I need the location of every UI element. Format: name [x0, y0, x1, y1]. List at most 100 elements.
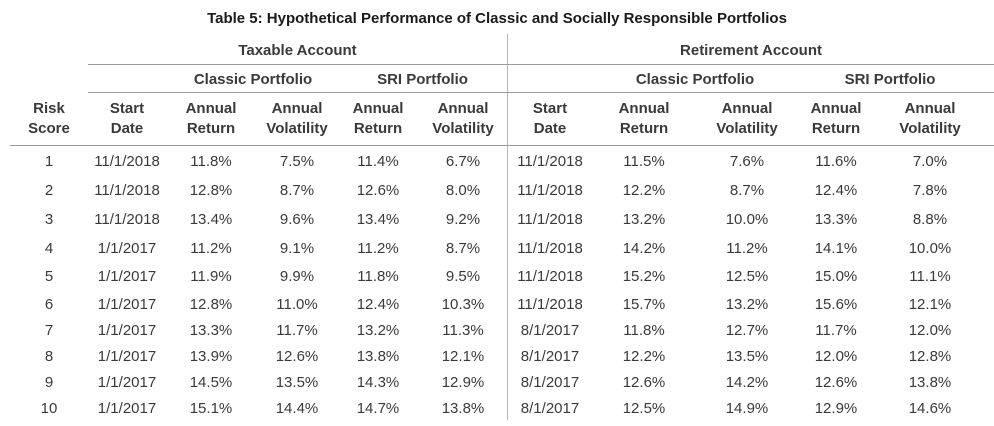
column-header-line1: Start: [532, 100, 568, 117]
column-header-line1: Annual: [618, 100, 670, 117]
cell-taxable-sri-annual-return: 12.6%: [356, 182, 400, 199]
cell-retirement-classic-annual-volatility: 10.0%: [725, 211, 769, 228]
cell-risk-score: 4: [44, 240, 54, 257]
cell-taxable-classic-annual-return: 14.5%: [189, 374, 233, 391]
cell-taxable-sri-annual-return: 12.4%: [356, 296, 400, 313]
column-header-taxable-sri-annual-return: Annual Return: [343, 99, 413, 139]
cell-taxable-sri-annual-volatility: 8.0%: [445, 182, 481, 199]
cell-taxable-sri-annual-volatility: 9.2%: [445, 211, 481, 228]
column-header-line1: Annual: [904, 100, 956, 117]
cell-taxable-sri-annual-volatility: 12.1%: [441, 348, 485, 365]
retirement-sri-portfolio-header: SRI Portfolio: [844, 71, 936, 88]
cell-taxable-sri-annual-volatility: 6.7%: [445, 153, 481, 170]
cell-taxable-classic-annual-volatility: 12.6%: [275, 348, 319, 365]
retirement-classic-portfolio-header: Classic Portfolio: [635, 71, 755, 88]
cell-taxable-sri-annual-return: 11.4%: [357, 153, 399, 170]
column-header-line1: Risk: [33, 100, 65, 117]
column-header-taxable-start-date: Start Date: [82, 99, 172, 139]
cell-taxable-start-date: 1/1/2017: [97, 322, 157, 339]
cell-retirement-sri-annual-volatility: 7.8%: [912, 182, 948, 199]
cell-risk-score: 8: [44, 348, 54, 365]
cell-taxable-sri-annual-volatility: 11.3%: [442, 322, 484, 339]
column-header-line2: Volatility: [899, 120, 961, 137]
column-header-line1: Annual: [810, 100, 862, 117]
taxable-classic-portfolio-header: Classic Portfolio: [193, 71, 313, 88]
cell-retirement-classic-annual-return: 12.6%: [622, 374, 666, 391]
cell-taxable-start-date: 1/1/2017: [97, 268, 157, 285]
cell-risk-score: 5: [44, 268, 54, 285]
cell-taxable-classic-annual-return: 12.8%: [189, 182, 233, 199]
cell-taxable-classic-annual-return: 11.9%: [190, 268, 232, 285]
column-header-retirement-classic-annual-volatility: Annual Volatility: [705, 99, 790, 139]
column-header-taxable-classic-annual-return: Annual Return: [176, 99, 246, 139]
cell-retirement-start-date: 11/1/2018: [517, 268, 583, 285]
cell-taxable-sri-annual-volatility: 12.9%: [441, 374, 485, 391]
column-header-line2: Return: [353, 120, 403, 137]
cell-retirement-start-date: 11/1/2018: [517, 296, 583, 313]
cell-taxable-classic-annual-volatility: 9.9%: [279, 268, 315, 285]
column-header-line1: Annual: [352, 100, 404, 117]
column-header-line2: Return: [186, 120, 236, 137]
group-header-rule: [88, 64, 994, 65]
cell-retirement-classic-annual-return: 12.5%: [622, 400, 666, 417]
cell-risk-score: 7: [44, 322, 54, 339]
cell-taxable-classic-annual-return: 13.4%: [189, 211, 233, 228]
cell-retirement-start-date: 8/1/2017: [520, 374, 580, 391]
cell-taxable-sri-annual-return: 11.8%: [357, 268, 399, 285]
column-header-retirement-sri-annual-volatility: Annual Volatility: [888, 99, 973, 139]
column-header-retirement-sri-annual-return: Annual Return: [801, 99, 871, 139]
taxable-sri-portfolio-header: SRI Portfolio: [377, 71, 468, 88]
cell-retirement-classic-annual-return: 14.2%: [622, 240, 666, 257]
cell-retirement-sri-annual-volatility: 13.8%: [908, 374, 952, 391]
cell-taxable-sri-annual-volatility: 8.7%: [445, 240, 481, 257]
cell-retirement-sri-annual-return: 14.1%: [814, 240, 858, 257]
cell-retirement-classic-annual-volatility: 14.9%: [725, 400, 769, 417]
cell-taxable-classic-annual-return: 11.2%: [190, 240, 232, 257]
column-header-line2: Date: [533, 120, 567, 137]
cell-taxable-classic-annual-volatility: 11.0%: [276, 296, 318, 313]
cell-retirement-classic-annual-volatility: 12.7%: [725, 322, 769, 339]
cell-taxable-start-date: 1/1/2017: [97, 348, 157, 365]
cell-retirement-sri-annual-volatility: 12.1%: [908, 296, 952, 313]
cell-taxable-sri-annual-volatility: 9.5%: [445, 268, 481, 285]
cell-taxable-classic-annual-return: 12.8%: [189, 296, 233, 313]
column-header-line2: Return: [619, 120, 669, 137]
cell-retirement-start-date: 11/1/2018: [517, 240, 583, 257]
cell-retirement-classic-annual-return: 15.2%: [622, 268, 666, 285]
cell-retirement-classic-annual-volatility: 11.2%: [726, 240, 768, 257]
taxable-account-header: Taxable Account: [238, 42, 357, 59]
cell-retirement-classic-annual-volatility: 13.5%: [725, 348, 769, 365]
cell-retirement-classic-annual-volatility: 14.2%: [725, 374, 769, 391]
cell-taxable-start-date: 1/1/2017: [97, 374, 157, 391]
cell-retirement-classic-annual-return: 12.2%: [622, 348, 666, 365]
cell-retirement-start-date: 11/1/2018: [517, 153, 583, 170]
account-divider: [507, 34, 508, 420]
cell-retirement-sri-annual-volatility: 7.0%: [912, 153, 948, 170]
cell-retirement-sri-annual-return: 12.0%: [814, 348, 858, 365]
cell-retirement-sri-annual-volatility: 10.0%: [908, 240, 952, 257]
cell-taxable-sri-annual-return: 13.8%: [356, 348, 400, 365]
cell-retirement-sri-annual-return: 12.4%: [814, 182, 858, 199]
cell-taxable-classic-annual-volatility: 9.6%: [279, 211, 315, 228]
cell-retirement-start-date: 8/1/2017: [520, 322, 580, 339]
cell-risk-score: 2: [44, 182, 54, 199]
cell-retirement-classic-annual-return: 11.8%: [623, 322, 665, 339]
cell-risk-score: 1: [44, 153, 54, 170]
cell-retirement-classic-annual-volatility: 7.6%: [729, 153, 765, 170]
cell-taxable-start-date: 1/1/2017: [97, 240, 157, 257]
cell-retirement-sri-annual-volatility: 14.6%: [908, 400, 952, 417]
cell-taxable-start-date: 1/1/2017: [97, 296, 157, 313]
column-header-line2: Score: [28, 120, 70, 137]
cell-retirement-sri-annual-return: 15.6%: [814, 296, 858, 313]
cell-taxable-classic-annual-volatility: 13.5%: [275, 374, 319, 391]
column-header-risk-score: Risk Score: [14, 99, 84, 139]
column-header-line2: Date: [110, 120, 144, 137]
column-header-line1: Annual: [721, 100, 773, 117]
cell-taxable-start-date: 11/1/2018: [94, 211, 160, 228]
cell-taxable-classic-annual-volatility: 8.7%: [279, 182, 315, 199]
cell-retirement-sri-annual-return: 15.0%: [814, 268, 858, 285]
column-header-line1: Annual: [185, 100, 237, 117]
table-title: Table 5: Hypothetical Performance of Cla…: [207, 10, 787, 27]
cell-retirement-sri-annual-return: 12.6%: [814, 374, 858, 391]
